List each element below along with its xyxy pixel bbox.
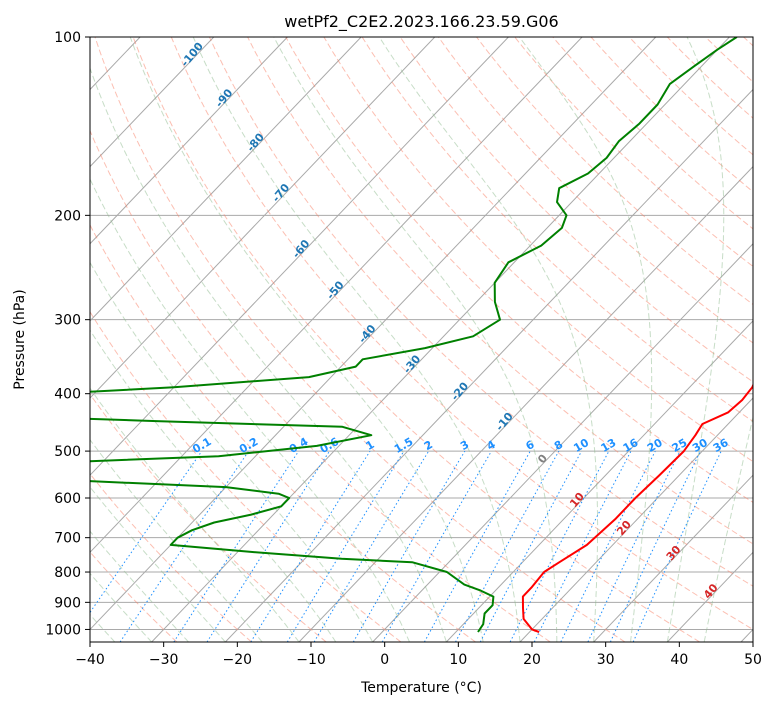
isotherm-line — [445, 320, 753, 642]
isotherm-line — [224, 88, 753, 642]
mixing-ratio-line — [455, 450, 560, 642]
mixing-ratio-lines — [90, 450, 722, 642]
dry-adiabat-line — [323, 37, 753, 463]
mixing-ratio-line — [313, 450, 430, 642]
moist-adiabat-line — [90, 261, 374, 642]
mixing-ratio-line — [587, 450, 681, 642]
dry-adiabats — [90, 37, 753, 642]
plot-frame — [89, 36, 754, 643]
y-axis-label: Pressure (hPa) — [12, 289, 28, 389]
mixing-ratio-line — [286, 450, 405, 642]
dry-adiabat-line — [247, 37, 753, 545]
y-axis-ticks: 100 200 300 400 500 600 700 800 900 1000 — [45, 30, 90, 638]
moist-adiabat-line — [90, 438, 263, 642]
x-tick-label: 30 — [597, 652, 615, 668]
x-tick-label: 10 — [449, 652, 467, 668]
mixing-ratio-line — [423, 450, 531, 642]
moist-adiabat-line — [90, 177, 410, 642]
isotherm-line — [372, 243, 753, 642]
isotherm-line — [90, 37, 509, 476]
moist-adiabat-line — [90, 486, 226, 642]
mixing-ratio-line — [632, 450, 722, 642]
y-tick-label: 700 — [54, 531, 81, 547]
dry-adiabat-line — [285, 37, 753, 503]
mixing-ratio-line — [352, 450, 466, 642]
moist-adiabat-line — [90, 530, 189, 642]
y-tick-label: 100 — [54, 30, 81, 46]
mixing-ratio-line — [560, 450, 656, 642]
x-tick-label: 50 — [744, 652, 762, 668]
dry-adiabat-line — [90, 310, 402, 642]
moist-adiabat-line — [378, 37, 599, 642]
mixing-ratio-line — [381, 450, 492, 642]
x-tick-label: −20 — [223, 652, 253, 668]
dry-adiabat-line — [132, 37, 700, 642]
y-tick-label: 600 — [54, 491, 81, 507]
x-tick-label: −40 — [75, 652, 105, 668]
moist-adiabat-line — [90, 572, 153, 642]
moist-adiabat-line — [703, 415, 753, 642]
x-axis-label: Temperature (°C) — [360, 680, 482, 696]
y-tick-label: 400 — [54, 387, 81, 403]
y-tick-label: 200 — [54, 208, 81, 224]
chart-title: wetPf2_C2E2.2023.166.23.59.G06 — [284, 12, 558, 32]
mixing-ratio-line — [609, 450, 701, 642]
isotherm-line — [151, 37, 730, 642]
x-tick-label: 0 — [380, 652, 389, 668]
x-tick-label: −30 — [149, 652, 179, 668]
dry-adiabat-line — [94, 37, 626, 642]
temperature-profile — [521, 382, 753, 633]
x-tick-label: 20 — [523, 652, 541, 668]
dry-adiabat-line — [170, 37, 753, 631]
mixing-ratio-line — [206, 450, 330, 642]
y-tick-label: 1000 — [45, 622, 81, 638]
x-tick-label: 40 — [670, 652, 688, 668]
isotherm-line — [593, 474, 753, 642]
isotherm-line — [90, 37, 288, 245]
dewpoint-profile — [90, 37, 738, 633]
moist-adiabat-line — [90, 387, 300, 642]
skewed-isotherms — [90, 37, 753, 642]
moist-adiabat-line — [192, 37, 521, 642]
x-axis-ticks: −40 −30 −20 −10 0 10 20 30 40 50 — [75, 642, 762, 668]
isotherm-line — [298, 165, 753, 642]
moist-adiabat-line — [273, 37, 558, 642]
sounding-profiles — [90, 37, 753, 633]
isotherm-line — [90, 37, 362, 322]
mixing-ratio-line — [250, 450, 371, 642]
dry-adiabat-line — [90, 472, 252, 642]
y-tick-label: 900 — [54, 595, 81, 611]
y-tick-label: 500 — [54, 444, 81, 460]
isotherm-line — [90, 37, 215, 168]
moist-adiabat-line — [90, 66, 447, 642]
dry-adiabat-line — [90, 129, 551, 642]
isotherm-line — [90, 37, 436, 399]
x-tick-label: −10 — [296, 652, 326, 668]
moist-adiabat-line — [129, 37, 484, 642]
mixing-ratio-line — [90, 450, 203, 614]
moist-adiabat-line — [666, 37, 725, 642]
y-tick-label: 300 — [54, 313, 81, 329]
y-tick-label: 800 — [54, 565, 81, 581]
isotherm-line — [519, 397, 753, 642]
dry-adiabat-line — [90, 223, 476, 642]
isotherm-line — [90, 37, 583, 554]
